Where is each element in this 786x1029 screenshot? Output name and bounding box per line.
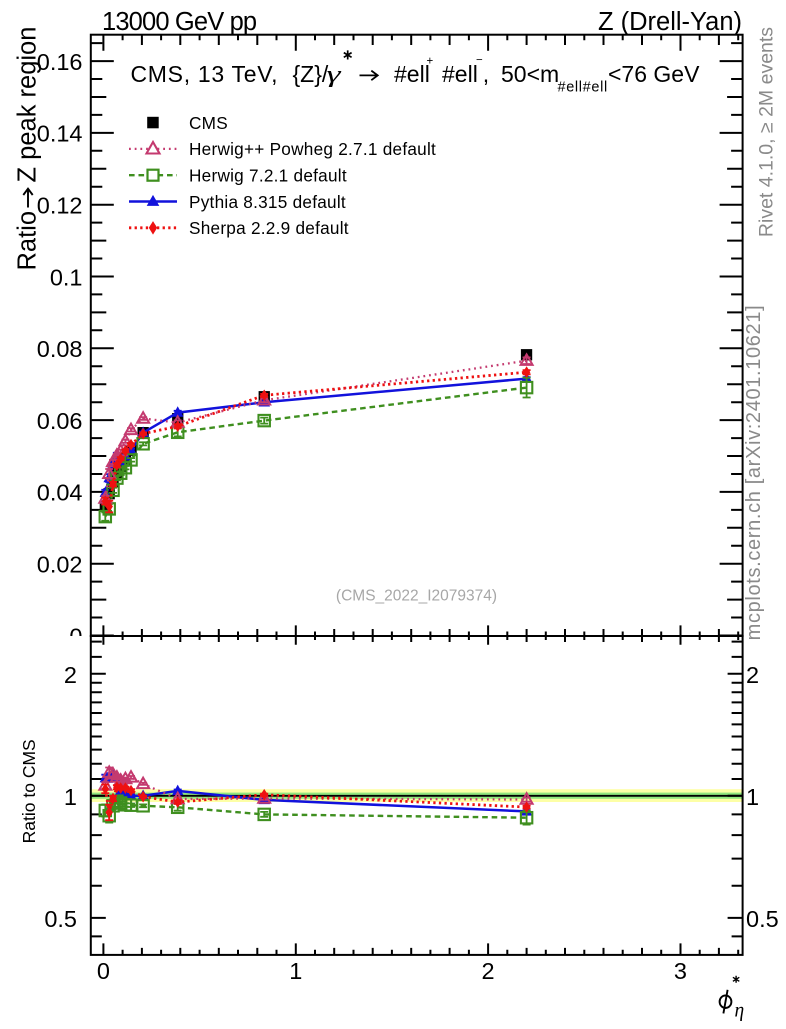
- svg-text:Z peak region: Z peak region: [14, 27, 42, 183]
- svg-text:0.14: 0.14: [37, 121, 83, 147]
- svg-text:2: 2: [746, 662, 759, 688]
- svg-text:2: 2: [64, 662, 77, 688]
- svg-text:#ell#ell: #ell#ell: [558, 80, 608, 96]
- svg-text:2: 2: [482, 958, 495, 984]
- svg-text:η: η: [735, 1001, 745, 1022]
- svg-text:1: 1: [64, 784, 77, 810]
- svg-text:Herwig 7.2.1 default: Herwig 7.2.1 default: [189, 166, 347, 186]
- svg-text:#ell: #ell: [442, 61, 478, 87]
- svg-text:0.1: 0.1: [50, 264, 83, 290]
- svg-text:0: 0: [97, 958, 110, 984]
- svg-text:3: 3: [674, 958, 687, 984]
- svg-text:Ratio to CMS: Ratio to CMS: [19, 739, 39, 843]
- svg-text:Rivet 4.1.0, ≥ 2M events: Rivet 4.1.0, ≥ 2M events: [756, 27, 778, 237]
- svg-text:CMS, 13 TeV,: CMS, 13 TeV,: [131, 61, 279, 87]
- svg-text:+: +: [427, 56, 434, 68]
- svg-text:mcplots.cern.ch [arXiv:2401.10: mcplots.cern.ch [arXiv:2401.10621]: [743, 305, 765, 641]
- svg-text:(CMS_2022_I2079374): (CMS_2022_I2079374): [336, 588, 497, 605]
- svg-text:0.5: 0.5: [44, 906, 77, 932]
- svg-text:0.06: 0.06: [37, 408, 83, 434]
- svg-text:−: −: [476, 55, 483, 67]
- svg-text:0.16: 0.16: [37, 49, 83, 75]
- svg-text:1: 1: [746, 784, 759, 810]
- svg-text:1: 1: [289, 958, 302, 984]
- svg-text:0.08: 0.08: [37, 336, 83, 362]
- svg-text:Z (Drell-Yan): Z (Drell-Yan): [598, 8, 742, 36]
- svg-text:0.5: 0.5: [746, 906, 779, 932]
- svg-text:Sherpa 2.2.9 default: Sherpa 2.2.9 default: [189, 218, 349, 238]
- svg-text:0.12: 0.12: [37, 193, 83, 219]
- svg-text:γ: γ: [327, 60, 342, 87]
- svg-text:#ell: #ell: [394, 61, 430, 87]
- svg-text:13000 GeV pp: 13000 GeV pp: [102, 8, 257, 36]
- svg-text:0.04: 0.04: [37, 480, 83, 506]
- svg-text:CMS: CMS: [189, 113, 228, 133]
- svg-text:Ratio: Ratio: [14, 211, 42, 271]
- svg-text:,: ,: [483, 61, 489, 87]
- svg-text:{Z}/: {Z}/: [293, 61, 329, 87]
- svg-text:0: 0: [69, 624, 82, 650]
- svg-text:50<m: 50<m: [501, 61, 559, 87]
- svg-text:0.02: 0.02: [37, 552, 83, 578]
- svg-text:Pythia 8.315 default: Pythia 8.315 default: [189, 192, 346, 212]
- svg-text:Herwig++ Powheg 2.7.1 default: Herwig++ Powheg 2.7.1 default: [189, 139, 436, 159]
- svg-text:<76 GeV: <76 GeV: [608, 61, 700, 87]
